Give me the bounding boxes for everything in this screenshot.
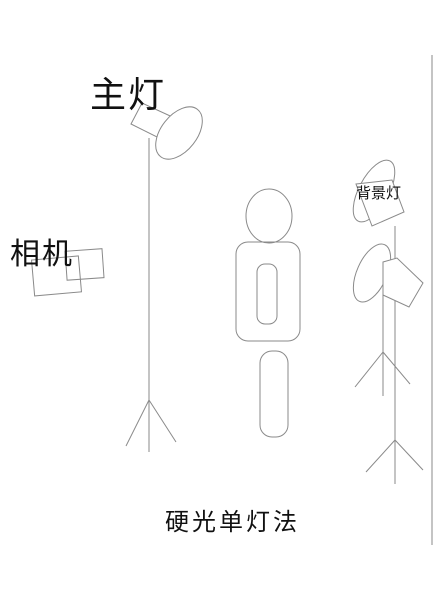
diagram-title: 硬光单灯法 [165, 508, 300, 536]
subject-legs [259, 350, 289, 438]
background-light-rear [352, 159, 424, 484]
subject-figure [235, 188, 301, 438]
subject-torso-inner [256, 263, 278, 325]
background-light-front-tripod [354, 351, 411, 396]
main-light-tripod [125, 399, 177, 452]
subject-torso [235, 241, 301, 342]
background-light-front [352, 243, 424, 396]
subject-head [245, 188, 293, 244]
main-light-housing [130, 102, 203, 160]
main-light [125, 102, 203, 452]
main-light-label: 主灯 [90, 75, 167, 116]
background-light-front-housing [352, 243, 424, 308]
background-light-label: 背景灯 [356, 184, 402, 202]
background-light-rear-tripod [365, 439, 424, 484]
camera [30, 248, 105, 297]
background-light-rear-housing [352, 159, 405, 227]
camera-label: 相机 [10, 237, 74, 272]
